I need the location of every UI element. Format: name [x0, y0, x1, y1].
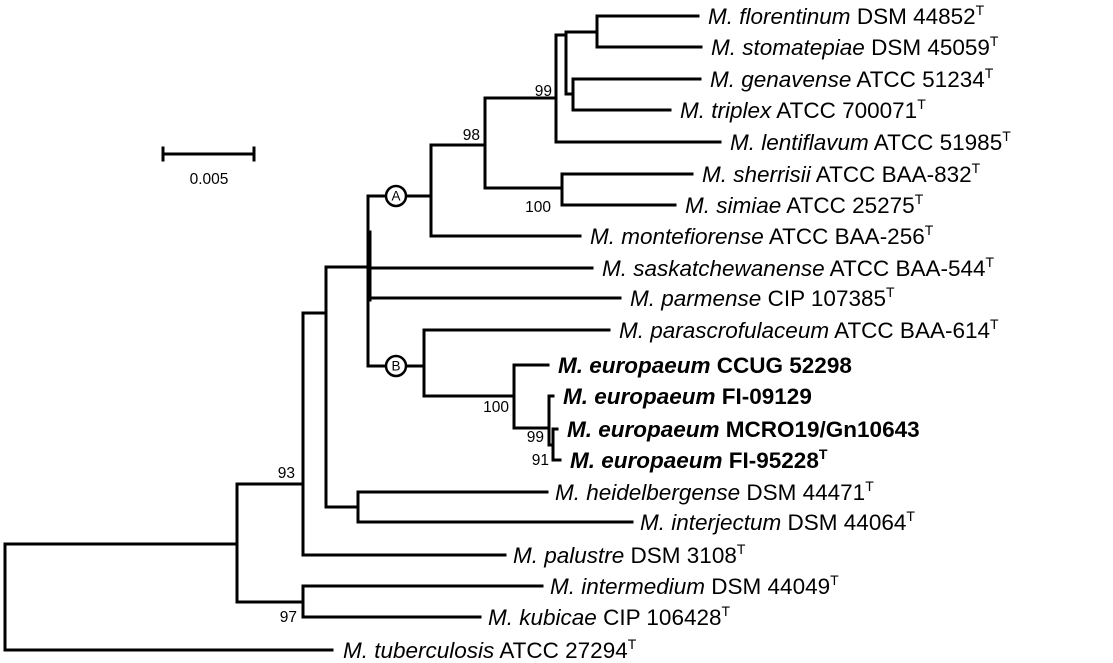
taxon-label-highlighted: M. europaeum FI-09129	[563, 384, 812, 409]
taxon-label: M. tuberculosis ATCC 27294T	[343, 636, 637, 663]
taxon-label: M. lentiflavum ATCC 51985T	[730, 128, 1011, 155]
taxon-label-highlighted: M. europaeum CCUG 52298	[558, 353, 852, 378]
taxon-label: M. palustre DSM 3108T	[513, 541, 746, 568]
taxon-label-highlighted: M. europaeum FI-95228T	[570, 446, 828, 473]
bootstrap-value: 91	[532, 452, 549, 469]
taxon-label: M. interjectum DSM 44064T	[640, 508, 915, 535]
bootstrap-value: 99	[535, 83, 552, 100]
taxon-label: M. saskatchewanense ATCC BAA-544T	[602, 254, 995, 281]
bootstrap-value: 100	[525, 199, 551, 216]
clade-label-b: B	[391, 359, 400, 374]
clade-label-a: A	[391, 189, 400, 204]
taxon-label-highlighted: M. europaeum MCRO19/Gn10643	[567, 417, 920, 442]
taxon-label: M. montefiorense ATCC BAA-256T	[590, 222, 934, 249]
bootstrap-values: 99 98 100 93 100 99 91 97	[278, 83, 552, 626]
taxon-label: M. heidelbergense DSM 44471T	[555, 478, 874, 505]
taxon-label: M. stomatepiae DSM 45059T	[711, 33, 999, 60]
taxon-label: M. genavense ATCC 51234T	[710, 65, 994, 92]
taxon-labels: M. florentinum DSM 44852T M. stomatepiae…	[343, 2, 1011, 663]
taxon-label: M. parascrofulaceum ATCC BAA-614T	[619, 316, 999, 343]
bootstrap-value: 93	[278, 465, 295, 482]
clade-marker-b: B	[384, 354, 408, 378]
bootstrap-value: 97	[280, 609, 297, 626]
taxon-label: M. sherrisii ATCC BAA-832T	[702, 160, 981, 187]
tree-branches	[3, 14, 722, 652]
taxon-label: M. simiae ATCC 25275T	[685, 191, 924, 218]
clade-marker-a: A	[384, 184, 408, 208]
bootstrap-value: 98	[463, 127, 480, 144]
bootstrap-value: 99	[527, 429, 544, 446]
taxon-label: M. parmense CIP 107385T	[630, 284, 895, 311]
taxon-label: M. kubicae CIP 106428T	[488, 603, 731, 630]
taxon-label: M. intermedium DSM 44049T	[550, 572, 839, 599]
scale-bar: 0.005	[161, 146, 256, 188]
scale-bar-label: 0.005	[190, 171, 229, 188]
taxon-label: M. florentinum DSM 44852T	[708, 2, 985, 29]
bootstrap-value: 100	[483, 399, 509, 416]
taxon-label: M. triplex ATCC 700071T	[680, 96, 926, 123]
